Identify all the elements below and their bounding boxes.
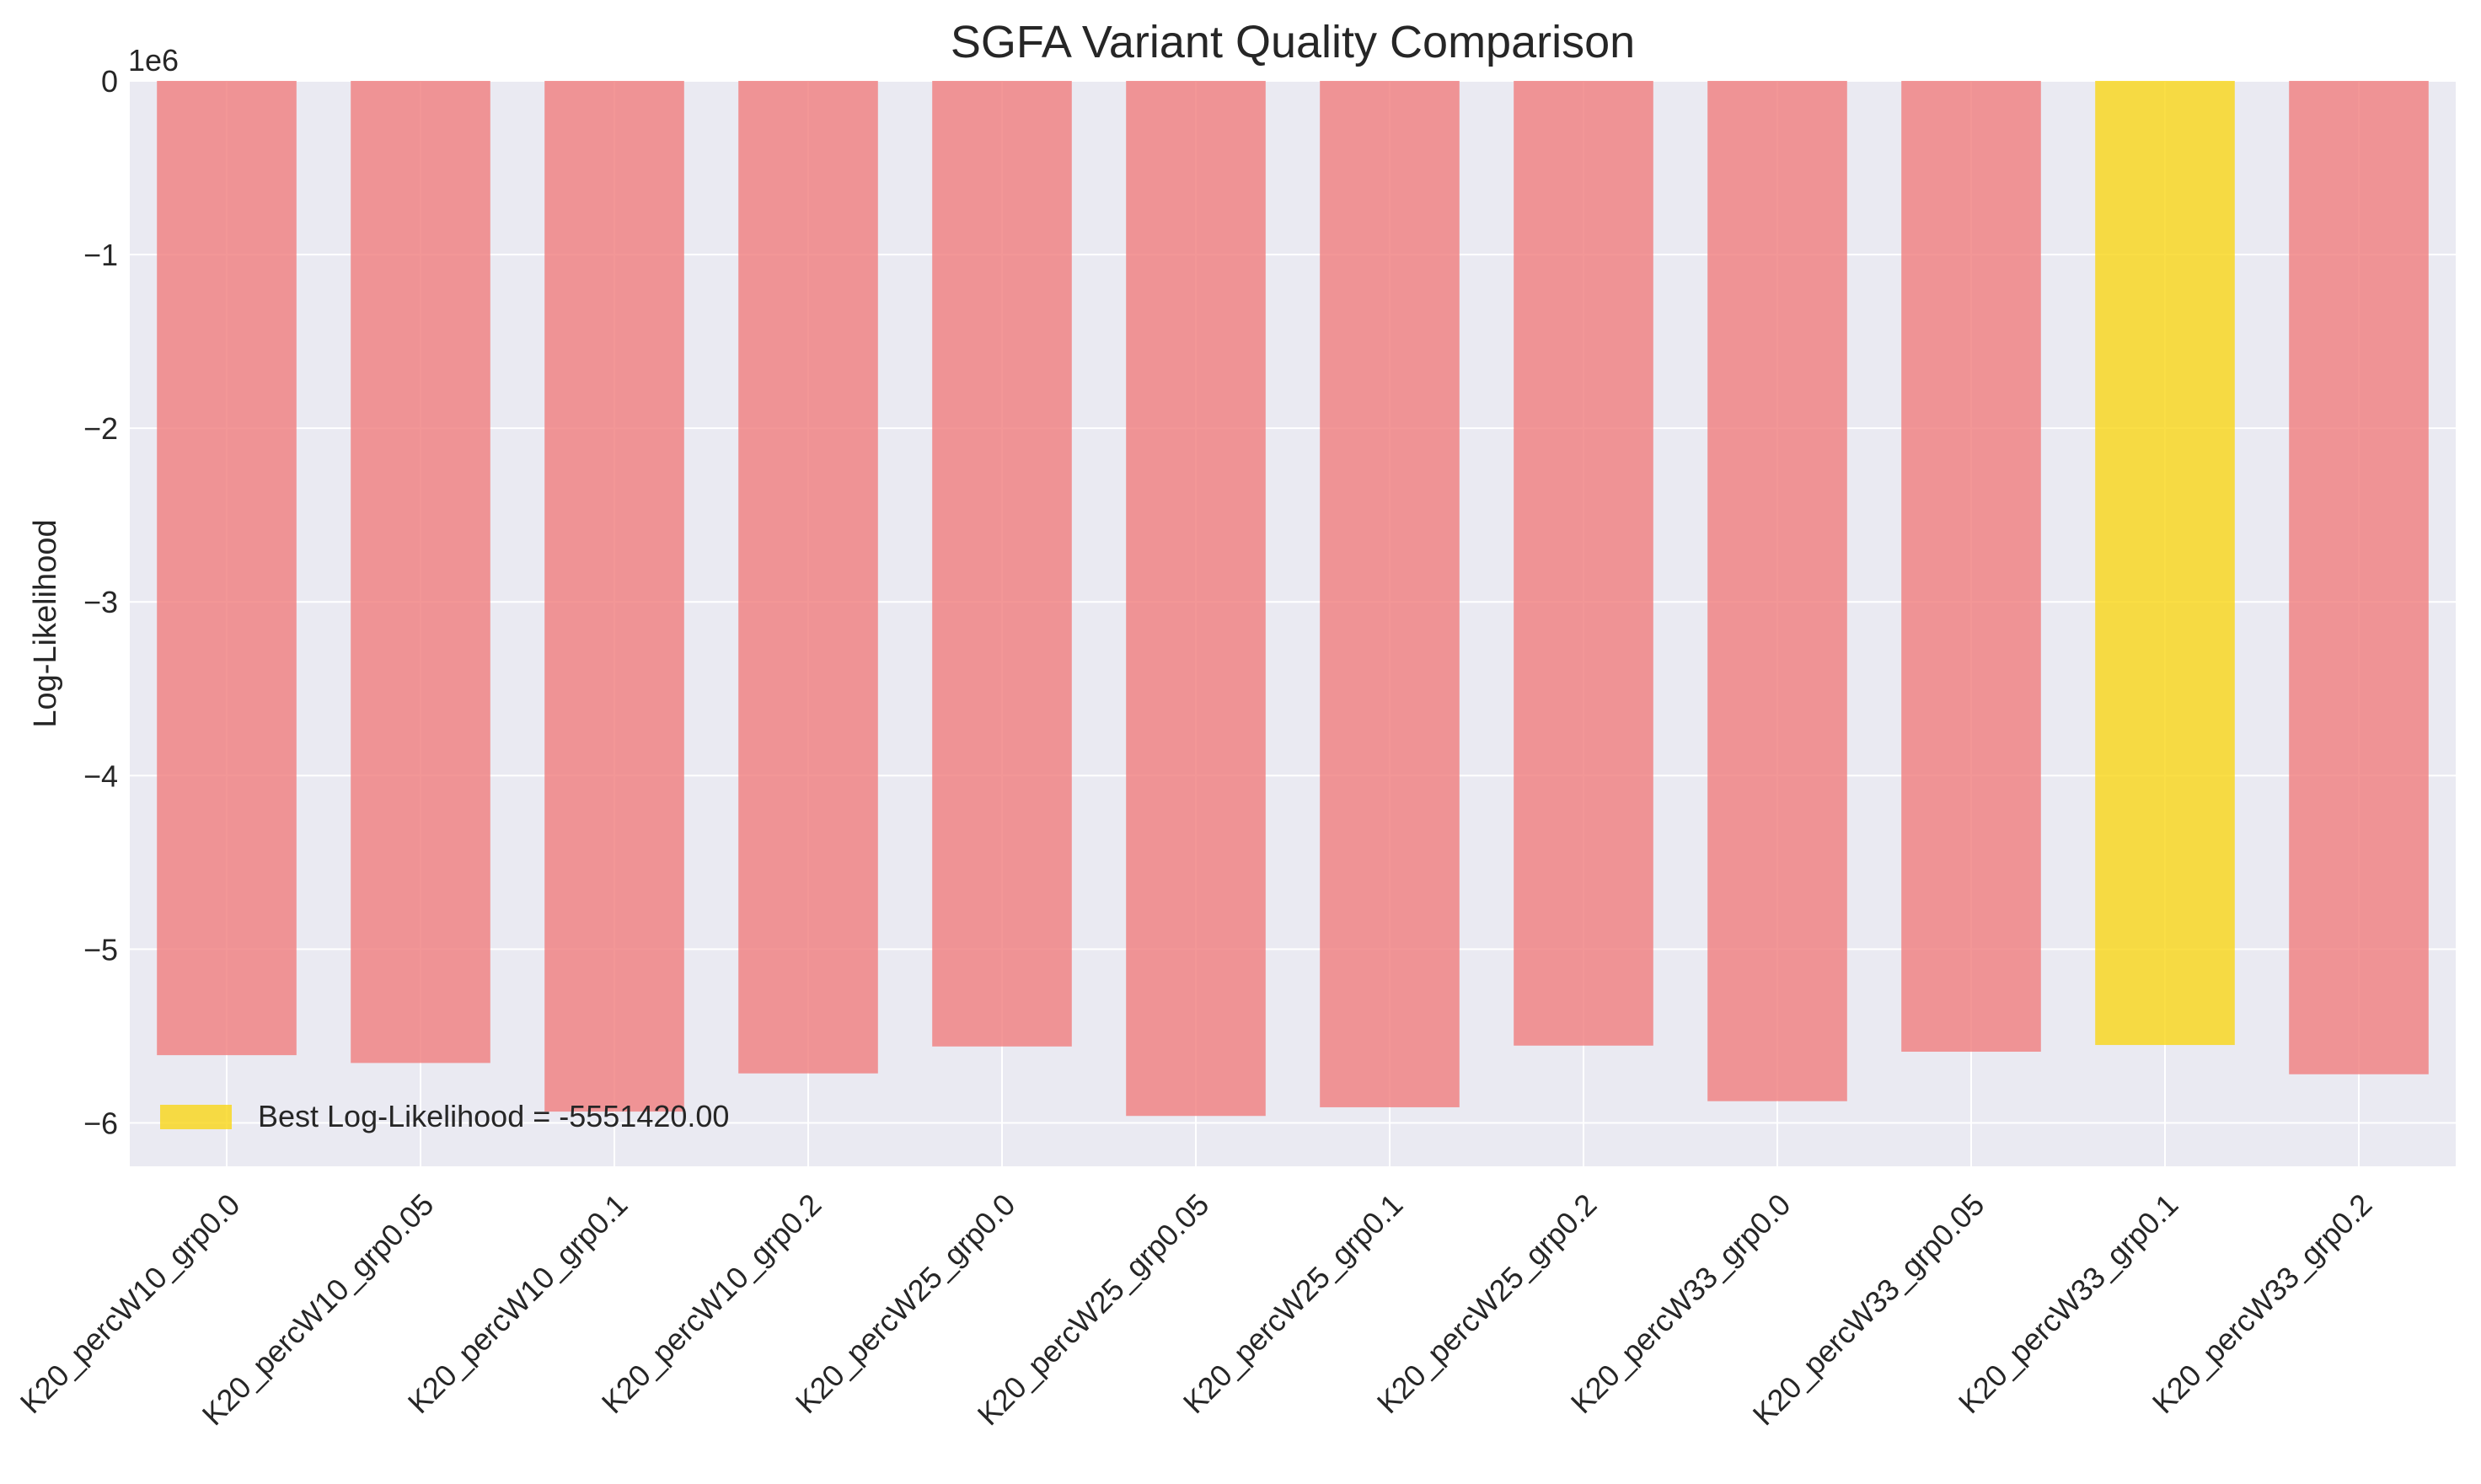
x-tick-label: K20_percW33_grp0.1 (1952, 1187, 2185, 1420)
y-offset-label: 1e6 (128, 43, 179, 78)
bar (738, 81, 878, 1074)
y-tick-label: −5 (83, 932, 118, 967)
y-ticks: 0 −1 −2 −3 −4 −5 −6 (83, 64, 118, 1140)
plot-background (130, 81, 2456, 1166)
x-tick-label: K20_percW10_grp0.2 (595, 1187, 828, 1420)
y-tick-label: −4 (83, 758, 118, 793)
x-ticks: K20_percW10_grp0.0K20_percW10_grp0.05K20… (13, 1187, 2379, 1432)
y-tick-label: −1 (83, 238, 118, 272)
bar (1707, 81, 1847, 1101)
x-tick-label: K20_percW25_grp0.1 (1176, 1187, 1410, 1420)
y-tick-label: −3 (83, 585, 118, 619)
x-tick-label: K20_percW33_grp0.2 (2146, 1187, 2379, 1420)
bar (1126, 81, 1266, 1117)
bars (157, 81, 2429, 1117)
bar (1901, 81, 2041, 1052)
chart-title: SGFA Variant Quality Comparison (951, 17, 1635, 67)
bar (1514, 81, 1653, 1046)
bar (1320, 81, 1460, 1107)
bar (2289, 81, 2429, 1074)
x-tick-label: K20_percW25_grp0.2 (1370, 1187, 1604, 1420)
y-tick-label: −2 (83, 411, 118, 446)
legend: Best Log-Likelihood = -5551420.00 (160, 1099, 729, 1133)
x-tick-label: K20_percW33_grp0.0 (1564, 1187, 1798, 1420)
x-tick-label: K20_percW10_grp0.1 (401, 1187, 635, 1420)
x-tick-label: K20_percW10_grp0.0 (13, 1187, 247, 1420)
y-tick-label: 0 (101, 64, 118, 99)
y-tick-label: −6 (83, 1106, 118, 1140)
x-tick-label: K20_percW25_grp0.0 (789, 1187, 1022, 1420)
bar (157, 81, 297, 1056)
legend-label: Best Log-Likelihood = -5551420.00 (258, 1099, 729, 1133)
bar (351, 81, 490, 1063)
best-bar (2095, 81, 2235, 1046)
y-axis-label: Log-Likelihood (28, 519, 63, 727)
legend-swatch (160, 1105, 232, 1129)
bar (544, 81, 684, 1112)
bar (932, 81, 1072, 1047)
